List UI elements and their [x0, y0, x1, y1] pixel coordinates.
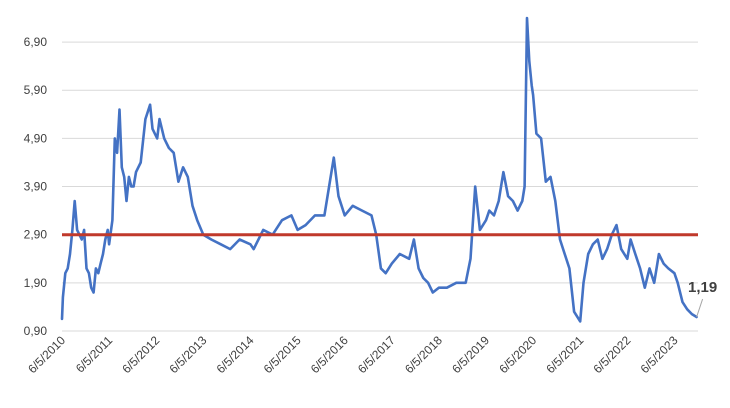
- y-tick-label: 6,90: [24, 35, 48, 49]
- x-tick-label: 6/5/2015: [261, 333, 304, 376]
- x-tick-label: 6/5/2022: [591, 333, 634, 376]
- y-tick-label: 4,90: [24, 131, 48, 145]
- last-value-label: 1,19: [688, 279, 717, 296]
- x-tick-label: 6/5/2023: [638, 333, 681, 376]
- x-tick-label: 6/5/2021: [543, 333, 586, 376]
- x-tick-label: 6/5/2018: [402, 333, 445, 376]
- last-value-leader-line: [696, 298, 704, 318]
- y-tick-label: 0,90: [24, 324, 48, 338]
- gridlines: [62, 41, 698, 284]
- x-tick-label: 6/5/2017: [355, 333, 398, 376]
- series-layer: [60, 16, 698, 323]
- y-tick-label: 5,90: [24, 83, 48, 97]
- x-tick-label: 6/5/2012: [119, 333, 162, 376]
- y-tick-label: 3,90: [24, 180, 48, 194]
- series-line: [60, 16, 698, 323]
- x-tick-label: 6/5/2011: [73, 333, 116, 376]
- x-tick-label: 6/5/2013: [167, 333, 210, 376]
- y-axis-ticks: 0,90 1,90 2,90 3,90 4,90 5,90 6,90: [24, 35, 48, 338]
- x-tick-label: 6/5/2020: [496, 333, 539, 376]
- x-axis-ticks: 6/5/2010 6/5/2011 6/5/2012 6/5/2013 6/5/2014…: [25, 333, 681, 376]
- y-tick-label: 1,90: [24, 276, 48, 290]
- x-tick-label: 6/5/2016: [308, 333, 351, 376]
- annotations: 1,19: [688, 279, 717, 318]
- y-tick-label: 2,90: [24, 228, 48, 242]
- x-tick-label: 6/5/2014: [214, 333, 257, 376]
- x-tick-label: 6/5/2010: [25, 333, 68, 376]
- x-tick-label: 6/5/2019: [449, 333, 492, 376]
